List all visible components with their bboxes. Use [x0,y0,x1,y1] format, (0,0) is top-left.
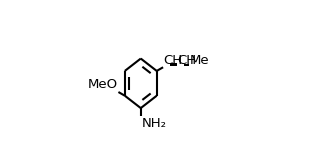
Text: MeO: MeO [88,78,118,91]
Text: Me: Me [190,54,209,67]
Text: CH: CH [163,54,182,67]
Text: CH: CH [178,54,197,67]
Text: NH₂: NH₂ [141,117,167,130]
